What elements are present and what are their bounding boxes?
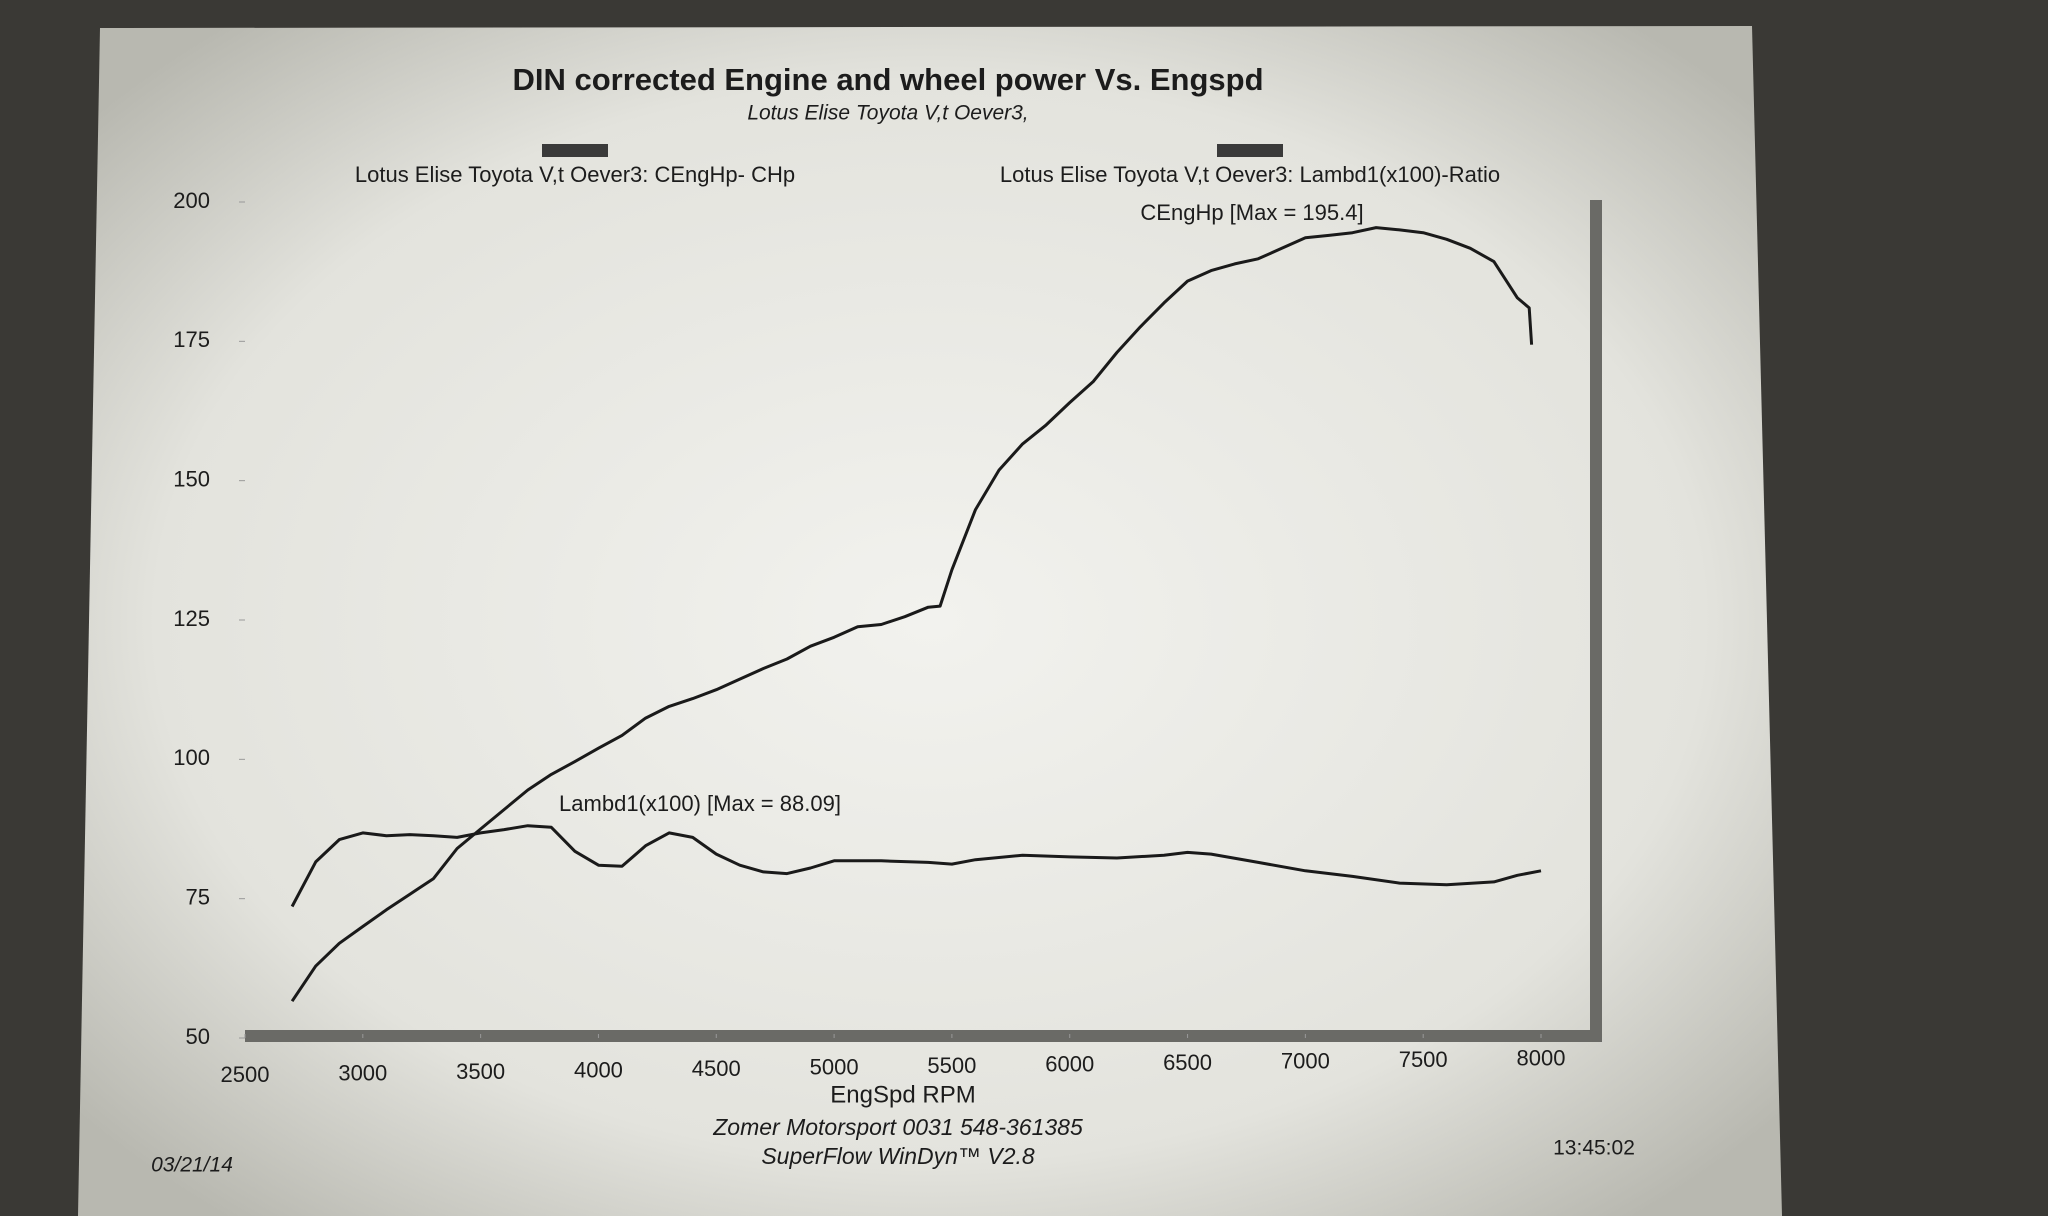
chart-subtitle: Lotus Elise Toyota V,t Oever3, bbox=[747, 102, 1028, 125]
y-tick-label: 200 bbox=[173, 188, 210, 213]
series-line bbox=[290, 226, 1534, 1003]
y-tick-label: 75 bbox=[186, 884, 210, 909]
x-tick-label: 3000 bbox=[338, 1060, 387, 1085]
y-tick-label: 125 bbox=[173, 606, 210, 631]
date: 03/21/14 bbox=[151, 1154, 233, 1177]
chart-title: DIN corrected Engine and wheel power Vs.… bbox=[512, 62, 1263, 97]
axis-shadow bbox=[1590, 200, 1602, 1042]
legend-label: Lotus Elise Toyota V,t Oever3: Lambd1(x1… bbox=[1000, 162, 1500, 187]
x-tick-label: 5500 bbox=[927, 1053, 976, 1078]
x-tick-label: 6500 bbox=[1163, 1050, 1212, 1075]
x-tick-label: 4000 bbox=[574, 1057, 623, 1082]
x-tick-label: 8000 bbox=[1517, 1045, 1566, 1070]
y-tick-label: 100 bbox=[173, 745, 210, 770]
y-tick-label: 175 bbox=[173, 327, 210, 352]
annotation: CEngHp [Max = 195.4] bbox=[1140, 200, 1363, 225]
x-tick-label: 7500 bbox=[1399, 1047, 1448, 1072]
x-tick-label: 4500 bbox=[692, 1056, 741, 1081]
paper bbox=[78, 26, 1782, 1216]
legend-swatch bbox=[1217, 144, 1283, 157]
annotation: Lambd1(x100) [Max = 88.09] bbox=[559, 791, 841, 816]
y-tick-label: 50 bbox=[186, 1024, 210, 1049]
footer-line: SuperFlow WinDyn™ V2.8 bbox=[761, 1143, 1035, 1169]
x-tick-label: 5000 bbox=[810, 1054, 859, 1079]
y-tick-label: 150 bbox=[173, 466, 210, 491]
x-tick-label: 7000 bbox=[1281, 1048, 1330, 1073]
series-line bbox=[290, 824, 1542, 908]
legend-label: Lotus Elise Toyota V,t Oever3: CEngHp- C… bbox=[355, 162, 795, 187]
footer-line: Zomer Motorsport 0031 548-361385 bbox=[712, 1114, 1083, 1140]
axis-shadow bbox=[245, 1030, 1602, 1042]
x-axis-label: EngSpd RPM bbox=[830, 1081, 975, 1108]
x-tick-label: 2500 bbox=[221, 1062, 270, 1087]
x-tick-label: 3500 bbox=[456, 1059, 505, 1084]
time: 13:45:02 bbox=[1553, 1137, 1635, 1160]
x-tick-label: 6000 bbox=[1045, 1051, 1094, 1076]
legend-swatch bbox=[542, 144, 608, 157]
